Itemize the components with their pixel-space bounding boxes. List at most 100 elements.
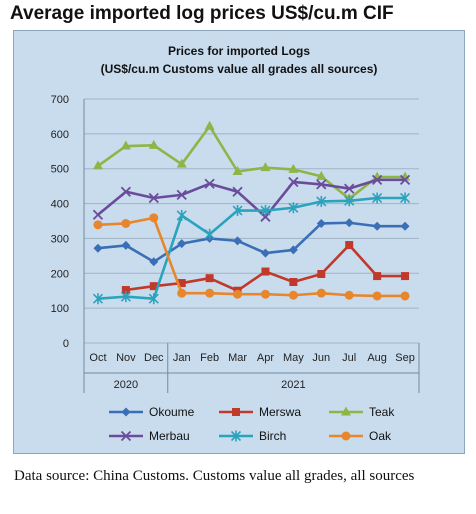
legend-marker-merbau: [120, 430, 132, 442]
chart-title: Prices for imported Logs: [168, 44, 310, 58]
year-group-label: 2020: [114, 379, 138, 391]
legend-marker-teak: [341, 406, 351, 416]
series-line-oak: [97, 216, 406, 298]
x-tick-label: Apr: [257, 352, 274, 364]
data-point-okoume: [372, 221, 382, 231]
legend-label-oak: Oak: [369, 429, 392, 443]
x-tick-label: Sep: [395, 352, 415, 364]
data-point-merbau: [120, 186, 132, 197]
data-point-merswa: [317, 269, 326, 278]
data-point-merbau: [204, 178, 215, 189]
data-point-oak: [233, 289, 243, 299]
x-tick-label: Mar: [228, 352, 247, 364]
legend-label-okoume: Okoume: [149, 405, 195, 419]
data-point-okoume: [93, 243, 103, 253]
data-point-teak: [176, 158, 187, 168]
y-tick-label: 500: [51, 164, 69, 176]
x-tick-label: Jun: [312, 352, 330, 364]
data-point-merbau: [232, 186, 243, 197]
data-point-oak: [93, 220, 103, 230]
data-point-merbau: [371, 174, 383, 186]
series-line-birch: [97, 196, 406, 301]
series-line-okoume: [97, 221, 406, 264]
y-tick-label: 700: [51, 94, 69, 106]
data-point-okoume: [316, 218, 326, 228]
data-point-teak: [232, 166, 243, 176]
data-point-birch: [260, 205, 271, 217]
data-point-merswa: [401, 272, 410, 281]
data-point-birch: [316, 195, 327, 207]
data-point-merswa: [121, 286, 130, 295]
x-tick-label: Aug: [367, 352, 387, 364]
line-chart: Prices for imported Logs (US$/cu.m Custom…: [51, 44, 420, 443]
y-tick-label: 0: [63, 338, 69, 350]
data-point-birch: [92, 293, 104, 305]
y-tick-label: 300: [51, 233, 69, 245]
data-point-merbau: [148, 192, 159, 204]
data-point-merswa: [261, 267, 270, 276]
data-point-teak: [148, 139, 159, 149]
data-point-birch: [232, 205, 243, 217]
y-tick-label: 100: [51, 303, 69, 315]
data-point-okoume: [400, 221, 410, 231]
x-tick-label: Jan: [173, 352, 191, 364]
data-point-birch: [372, 192, 383, 204]
data-point-oak: [400, 291, 410, 301]
data-point-okoume: [344, 218, 354, 228]
data-point-teak: [288, 163, 299, 173]
page-heading: Average imported log prices US$/cu.m CIF: [10, 3, 394, 24]
data-point-oak: [344, 290, 354, 300]
data-point-merbau: [399, 174, 411, 186]
data-point-okoume: [288, 245, 298, 255]
data-point-okoume: [121, 240, 131, 250]
data-point-merbau: [176, 189, 187, 200]
legend-marker-merswa: [232, 408, 240, 416]
data-point-merswa: [205, 274, 214, 283]
data-point-merswa: [177, 279, 186, 288]
legend-marker-oak: [341, 431, 351, 441]
data-point-okoume: [177, 239, 187, 249]
data-point-teak: [316, 170, 327, 180]
data-point-merbau: [288, 176, 299, 188]
data-point-oak: [205, 288, 215, 298]
data-point-merbau: [92, 209, 104, 220]
data-source-note: Data source: China Customs. Customs valu…: [14, 468, 415, 484]
data-point-birch: [176, 209, 187, 221]
data-point-merswa: [289, 278, 298, 286]
y-tick-label: 600: [51, 129, 69, 141]
legend-label-merbau: Merbau: [149, 429, 190, 443]
data-point-okoume: [233, 236, 243, 246]
data-point-merswa: [345, 241, 354, 250]
data-point-birch: [344, 195, 355, 207]
x-tick-label: Feb: [200, 352, 219, 364]
legend-label-birch: Birch: [259, 429, 286, 443]
year-group-label: 2021: [281, 379, 305, 391]
x-tick-label: Dec: [144, 352, 164, 364]
data-point-merswa: [149, 282, 158, 291]
data-point-teak: [120, 140, 131, 150]
data-point-oak: [260, 289, 270, 299]
x-tick-label: Oct: [89, 352, 106, 364]
legend-label-merswa: Merswa: [259, 405, 301, 419]
y-tick-label: 400: [51, 199, 69, 211]
data-point-merbau: [344, 183, 355, 194]
data-point-merswa: [373, 272, 382, 281]
data-point-teak: [92, 160, 103, 170]
data-point-teak: [204, 120, 215, 130]
data-point-oak: [372, 291, 382, 301]
series-line-teak: [97, 124, 406, 200]
x-tick-label: Jul: [342, 352, 356, 364]
data-point-oak: [316, 288, 326, 298]
data-point-oak: [149, 213, 159, 223]
data-point-oak: [177, 288, 187, 298]
data-point-oak: [288, 290, 298, 300]
chart-area: Prices for imported Logs (US$/cu.m Custom…: [13, 30, 465, 454]
chart-subtitle: (US$/cu.m Customs value all grades all s…: [101, 62, 378, 76]
legend-marker-birch: [230, 430, 242, 442]
data-point-merbau: [316, 179, 327, 190]
series-line-merbau: [97, 178, 406, 219]
data-point-teak: [260, 162, 271, 172]
legend-marker-okoume: [121, 407, 131, 417]
x-tick-label: May: [283, 352, 304, 364]
data-point-oak: [121, 218, 131, 228]
